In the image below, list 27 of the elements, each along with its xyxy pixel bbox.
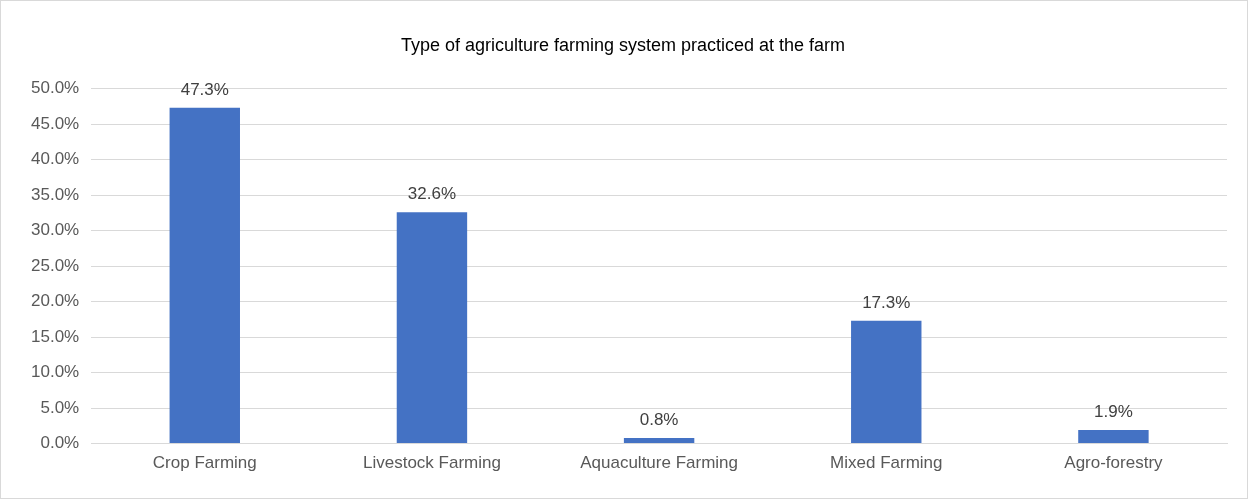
y-tick-label: 35.0% — [31, 184, 80, 204]
x-tick-label: Crop Farming — [152, 453, 257, 473]
data-label: 0.8% — [639, 410, 679, 430]
bar — [396, 212, 468, 444]
data-label: 32.6% — [407, 184, 457, 204]
y-tick-label: 5.0% — [40, 397, 80, 417]
bar — [623, 437, 695, 444]
data-label: 1.9% — [1094, 402, 1133, 422]
y-tick-label: 0.0% — [40, 433, 80, 453]
chart-title: Type of agriculture farming system practiced at the farm — [400, 34, 846, 55]
y-tick-label: 45.0% — [31, 113, 80, 133]
data-label: 17.3% — [862, 292, 911, 312]
bar — [169, 107, 240, 444]
y-tick-label: 15.0% — [31, 326, 80, 346]
x-tick-label: Mixed Farming — [830, 453, 943, 473]
x-tick-label: Livestock Farming — [362, 453, 501, 473]
y-tick-label: 25.0% — [31, 255, 80, 275]
bar — [851, 320, 922, 444]
y-tick-label: 20.0% — [31, 291, 80, 311]
data-label: 47.3% — [180, 79, 229, 99]
x-tick-label: Agro-forestry — [1064, 453, 1164, 473]
y-tick-label: 40.0% — [31, 149, 80, 169]
y-tick-label: 50.0% — [31, 78, 80, 98]
y-tick-label: 10.0% — [31, 362, 80, 382]
x-tick-label: Aquaculture Farming — [580, 453, 739, 473]
y-tick-label: 30.0% — [31, 220, 80, 240]
bar — [1078, 430, 1149, 444]
